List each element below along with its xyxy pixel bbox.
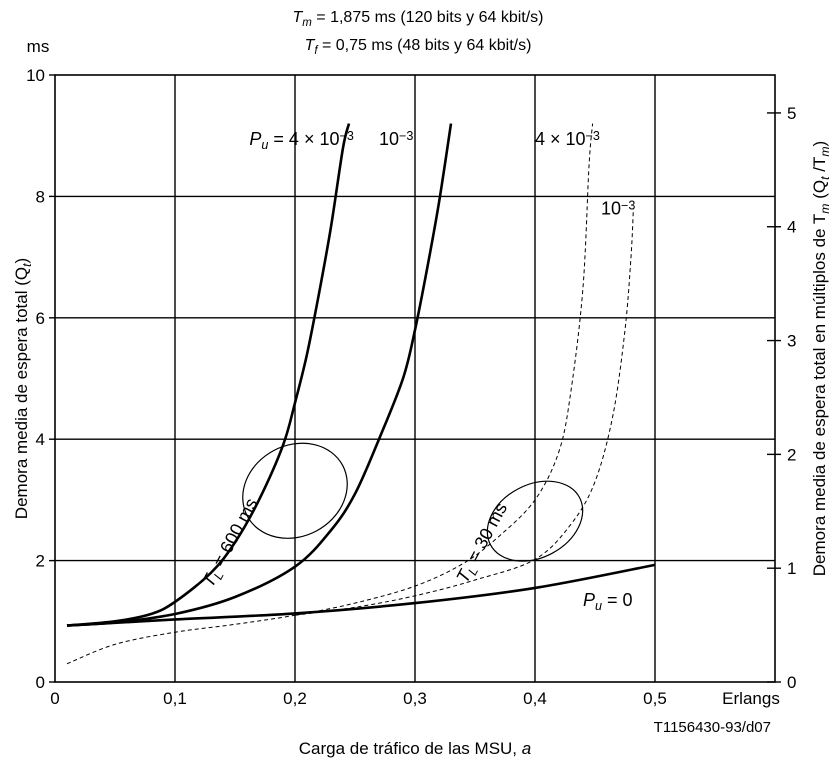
curve-label-text: 10 xyxy=(601,199,621,219)
x-tick-label: 0,4 xyxy=(523,689,547,708)
y2-tick-label: 3 xyxy=(787,332,796,351)
curve-label-subscript: u xyxy=(595,599,602,613)
curve-label-pu-0: Pu = 0 xyxy=(583,590,633,613)
y-left-title-text: Demora media de espera total (Q xyxy=(12,267,31,519)
curve-label-symbol: P xyxy=(583,590,595,610)
curve-label-pu-1e3b: 10−3 xyxy=(601,198,635,218)
y-axis-title-right: Demora media de espera total en múltiplo… xyxy=(810,141,832,576)
group-label-rest: = 30 ms xyxy=(461,499,511,570)
y-tick-label: 4 xyxy=(36,430,45,449)
y-tick-label: 6 xyxy=(36,309,45,328)
header-symbol: T xyxy=(292,9,303,26)
group-label-tl-600: TL = 600 ms xyxy=(198,495,264,592)
series-line-3 xyxy=(66,123,594,665)
y-tick-label: 2 xyxy=(36,552,45,571)
header-subscript: m xyxy=(302,17,312,29)
y-right-title-mid: /T xyxy=(810,157,829,177)
figure-id: T1156430-93/d07 xyxy=(654,719,771,736)
curve-label-pu-4e3b: 4 × 10−3 xyxy=(535,129,600,149)
series-line-5 xyxy=(66,563,656,627)
curve-label-symbol: P xyxy=(249,129,261,149)
curve-label-superscript: −3 xyxy=(586,129,600,143)
y-right-title-end: ) xyxy=(810,141,829,147)
y2-tick-label: 0 xyxy=(787,673,796,692)
x-axis-title-text: Carga de tráfico de las MSU, xyxy=(299,739,522,758)
y-tick-label: 10 xyxy=(26,66,45,85)
y-tick-label: 8 xyxy=(36,187,45,206)
series-line-1 xyxy=(66,123,351,627)
curve-label-text: 10 xyxy=(379,129,399,149)
header-line: Tm = 1,875 ms (120 bits y 64 kbit/s) xyxy=(292,9,543,29)
group-label-tl-30: TL = 30 ms xyxy=(452,499,513,587)
x-tick-label: 0,2 xyxy=(283,689,307,708)
x-tick-label: 0 xyxy=(50,689,59,708)
y-right-title-paren: (Q xyxy=(810,180,829,204)
series-line-2 xyxy=(66,123,453,627)
curve-label-text: 4 × 10 xyxy=(535,129,586,149)
header-subscript: f xyxy=(314,45,319,57)
series-line-4 xyxy=(294,208,634,616)
header-rest: = 1,875 ms (120 bits y 64 kbit/s) xyxy=(312,9,544,26)
y-tick-label: 0 xyxy=(36,673,45,692)
y-right-title-sub2: t xyxy=(818,176,832,180)
curve-label-pu-4e3: Pu = 4 × 10−3 xyxy=(249,129,353,152)
curve-label-superscript: −3 xyxy=(339,129,353,143)
header-line: Tf = 0,75 ms (48 bits y 64 kbit/s) xyxy=(305,37,532,57)
curve-label-superscript: −3 xyxy=(621,198,635,212)
group-ellipse-e600 xyxy=(242,442,348,539)
x-axis-title: Carga de tráfico de las MSU, a xyxy=(299,739,531,758)
y2-tick-label: 2 xyxy=(787,445,796,464)
y2-tick-label: 4 xyxy=(787,218,796,237)
header-rest: = 0,75 ms (48 bits y 64 kbit/s) xyxy=(318,37,532,54)
curve-label-subscript: u xyxy=(261,138,268,152)
y-axis-title-left: Demora media de espera total (Qt) xyxy=(12,258,34,519)
x-axis-title-var: a xyxy=(522,739,531,758)
y-left-title-end: ) xyxy=(12,258,31,264)
curve-label-rest: = 0 xyxy=(602,590,633,610)
x-tick-label: 0,1 xyxy=(163,689,187,708)
header-symbol: T xyxy=(305,37,316,54)
y-right-title-text: Demora media de espera total en múltiplo… xyxy=(810,214,829,577)
group-label-rest: = 600 ms xyxy=(206,495,261,575)
y-right-title-sub3: m xyxy=(818,146,832,156)
x-unit-label: Erlangs xyxy=(722,689,780,708)
x-tick-label: 0,5 xyxy=(643,689,667,708)
curve-label-rest: = 4 × 10 xyxy=(268,129,339,149)
group-ellipse-e30 xyxy=(486,480,584,562)
y-unit-label: ms xyxy=(27,37,50,56)
y-right-title-sub: m xyxy=(818,203,832,213)
plot-frame xyxy=(54,74,776,683)
curve-label-pu-1e3a: 10−3 xyxy=(379,129,413,149)
x-tick-label: 0,3 xyxy=(403,689,427,708)
curve-label-superscript: −3 xyxy=(399,129,413,143)
y2-tick-label: 5 xyxy=(787,104,796,123)
y2-tick-label: 1 xyxy=(787,559,796,578)
y-left-title-sub: t xyxy=(20,263,34,267)
